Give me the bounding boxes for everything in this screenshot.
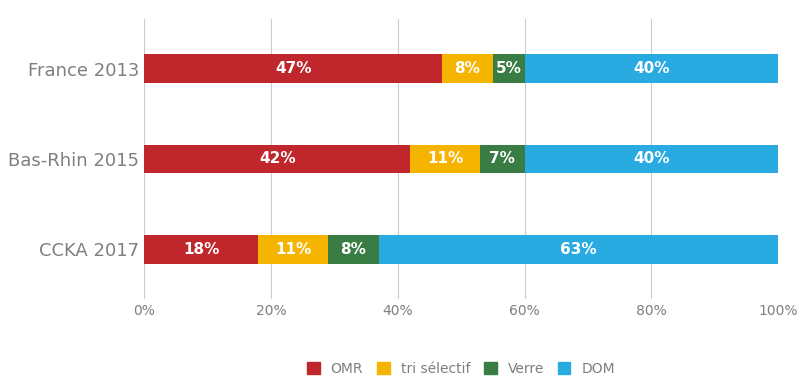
Bar xyxy=(480,144,525,173)
Text: 63%: 63% xyxy=(560,242,597,257)
Bar xyxy=(144,235,258,264)
Bar xyxy=(525,54,778,83)
Text: 40%: 40% xyxy=(633,151,670,167)
Text: 11%: 11% xyxy=(427,151,464,167)
Text: 18%: 18% xyxy=(183,242,220,257)
Bar xyxy=(442,54,492,83)
Bar xyxy=(144,144,411,173)
Text: 42%: 42% xyxy=(259,151,296,167)
Bar xyxy=(258,235,328,264)
Legend: OMR, tri sélectif, Verre, DOM: OMR, tri sélectif, Verre, DOM xyxy=(302,356,621,381)
Bar xyxy=(379,235,778,264)
Text: 7%: 7% xyxy=(489,151,515,167)
Text: 40%: 40% xyxy=(633,61,670,76)
Text: 8%: 8% xyxy=(341,242,367,257)
Bar xyxy=(492,54,525,83)
Text: 8%: 8% xyxy=(455,61,480,76)
Text: 47%: 47% xyxy=(275,61,311,76)
Bar xyxy=(328,235,379,264)
Text: 5%: 5% xyxy=(496,61,521,76)
Bar xyxy=(144,54,442,83)
Bar xyxy=(411,144,480,173)
Bar xyxy=(525,144,778,173)
Text: 11%: 11% xyxy=(275,242,311,257)
